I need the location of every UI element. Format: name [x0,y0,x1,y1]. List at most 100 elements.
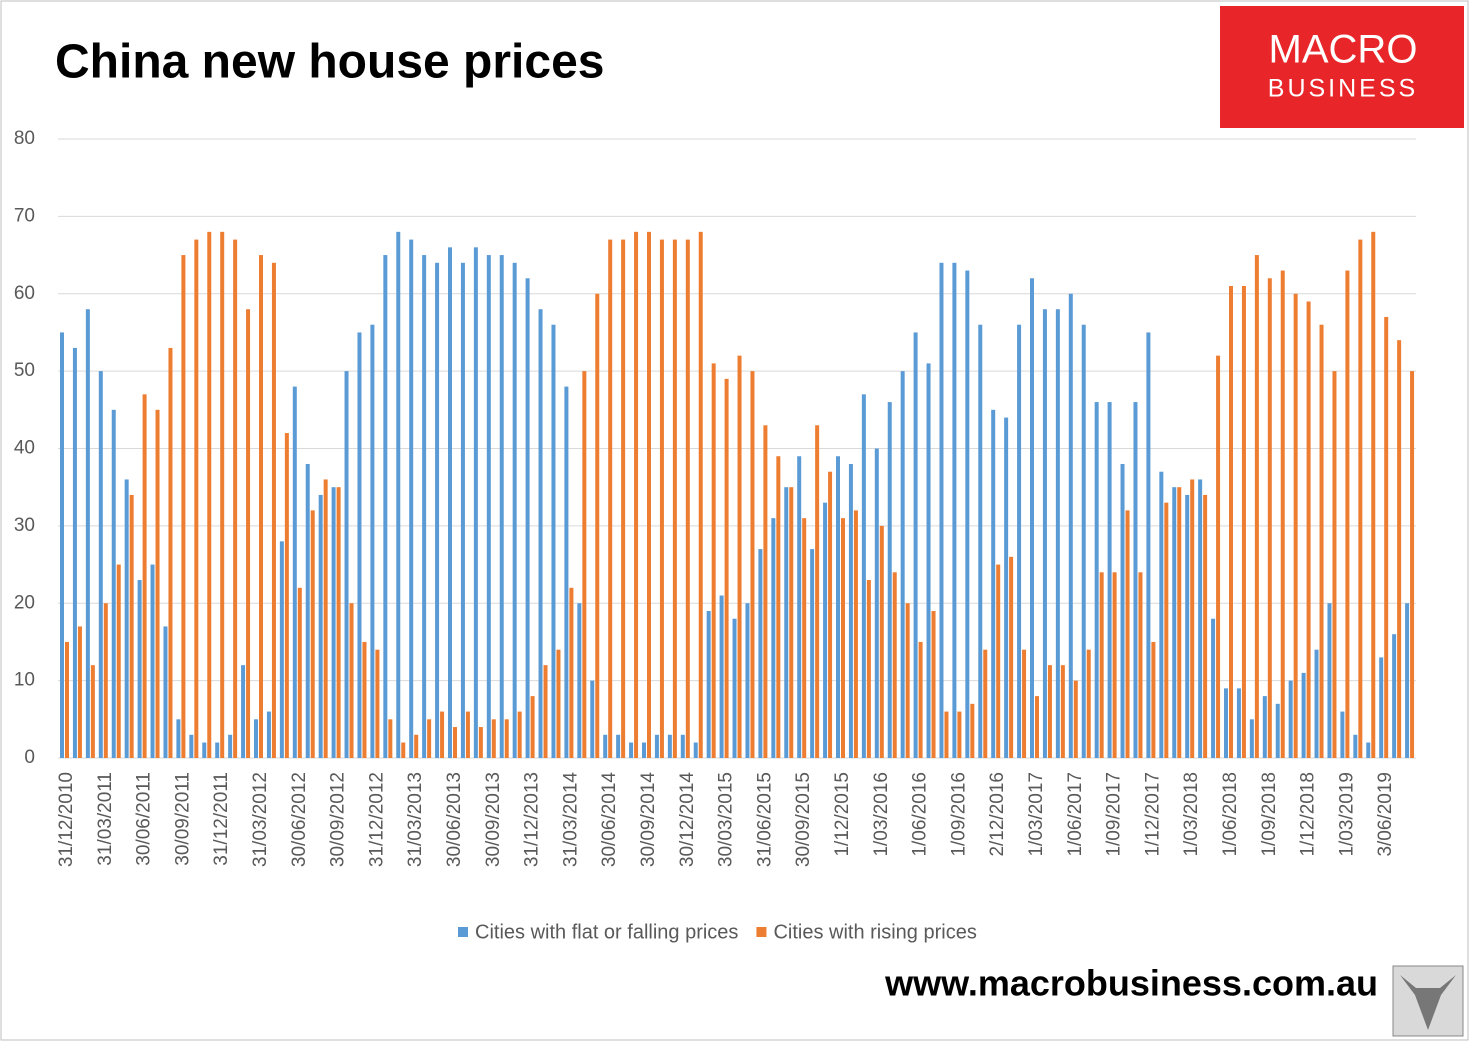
y-tick-label: 80 [14,128,35,149]
bar [848,463,853,758]
x-tick-label: 1/03/2018 [1181,772,1202,857]
bar [711,363,716,758]
bar [1073,680,1078,758]
x-tick-label: 3/06/2019 [1375,772,1396,857]
x-tick-label: 31/12/2012 [366,772,387,867]
bar [1306,301,1311,758]
legend-swatch [756,927,767,937]
bar [836,456,840,758]
bar [1241,286,1246,758]
x-tick-label: 31/03/2012 [250,772,271,867]
logo-text: BUSINESS [1268,75,1418,103]
bar [129,494,134,758]
bar [1405,603,1410,758]
bar [991,409,996,758]
bar [1099,572,1104,758]
bar [719,595,724,758]
bar [310,510,315,758]
x-tick-label: 31/03/2014 [560,772,581,868]
bar [414,734,419,758]
bar [823,502,828,758]
bar [879,525,884,758]
bar [460,262,465,758]
bar [530,696,535,758]
x-tick-label: 1/06/2017 [1065,772,1086,857]
bar [124,479,129,758]
bar [297,587,302,758]
bar [1125,510,1130,758]
x-tick-label: 30/09/2014 [638,772,659,868]
bar [98,371,103,758]
bar [667,734,672,758]
bar [1120,463,1125,758]
bar [905,603,910,758]
bar [465,711,470,758]
bar [344,371,349,758]
bar [453,727,457,758]
y-tick-label: 10 [14,670,35,691]
x-tick-label: 31/03/2013 [405,772,426,867]
bar [659,239,664,758]
bar [111,409,116,758]
bar [323,479,328,758]
bar [577,603,582,758]
x-tick-label: 1/03/2019 [1336,772,1357,857]
bar [538,309,543,758]
x-tick-label: 1/09/2018 [1259,772,1280,857]
bar [750,371,755,758]
bar [305,463,310,758]
bar [1081,324,1086,758]
bar [1068,293,1073,758]
bar [939,262,944,758]
bar [698,231,703,759]
bar [486,255,491,758]
bar [789,487,794,758]
bar [1107,402,1112,758]
bar [499,255,504,758]
bar [77,626,82,758]
bar [970,703,975,758]
y-tick-label: 60 [14,283,35,304]
bar [810,549,815,758]
bar [1060,665,1065,758]
bar [375,649,380,758]
bar [284,433,289,758]
bar [1112,572,1117,758]
bar [233,239,238,758]
bar [504,719,509,758]
x-tick-label: 1/03/2017 [1026,772,1047,857]
bar [1254,255,1259,758]
bar [401,742,406,758]
bar [207,231,212,759]
bar [654,734,659,758]
bar [634,231,639,759]
bar [150,564,155,758]
bar [189,734,194,758]
bar [1301,672,1306,758]
legend-label: Cities with rising prices [773,921,976,943]
bar [279,541,284,758]
bar [85,309,90,758]
y-tick-label: 20 [14,592,35,613]
bar [996,564,1001,758]
bar [409,239,414,758]
y-tick-label: 50 [14,360,35,381]
bar [944,711,949,758]
bar [318,494,323,758]
bar [440,711,445,758]
x-tick-label: 31/03/2011 [95,772,116,866]
bar [1267,278,1272,758]
bar [1164,502,1169,758]
x-tick-label: 30/09/2012 [328,772,349,867]
bar [1009,556,1014,758]
bar [60,332,64,758]
bar [616,734,621,758]
bar [874,448,879,758]
bar [473,247,478,758]
bar [1332,371,1337,758]
bar [271,262,276,758]
bar [582,371,587,758]
bar [564,386,569,758]
x-tick-label: 31/12/2013 [522,772,543,867]
